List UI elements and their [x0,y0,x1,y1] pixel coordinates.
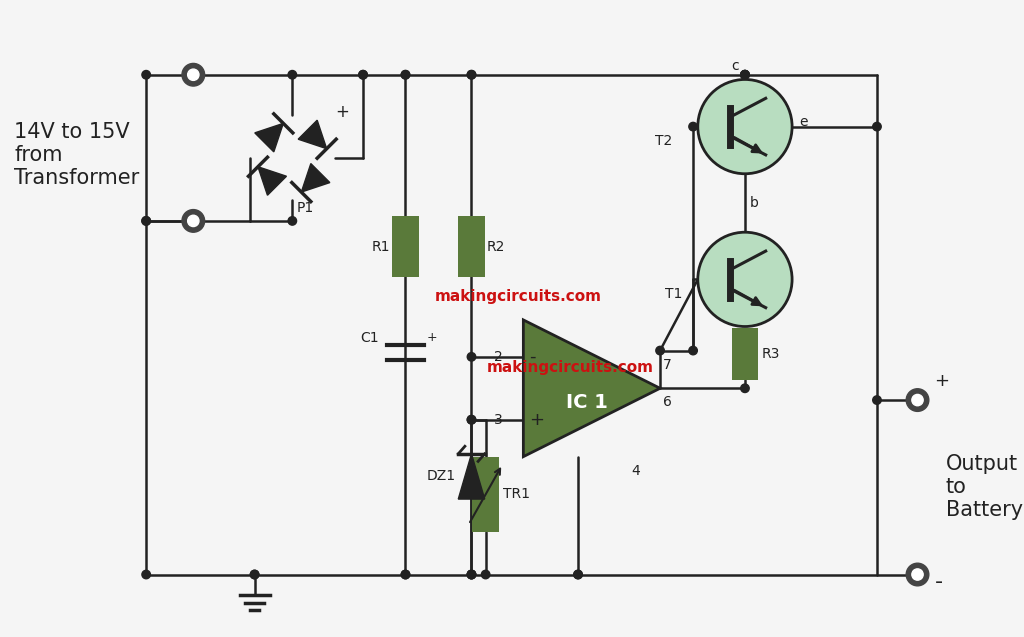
Circle shape [689,122,697,131]
Circle shape [401,71,410,79]
Text: 14V to 15V
from
Transformer: 14V to 15V from Transformer [14,122,139,188]
Circle shape [288,217,297,225]
Circle shape [481,570,489,579]
Polygon shape [301,164,330,192]
Circle shape [250,570,259,579]
Circle shape [872,396,882,404]
Circle shape [740,71,750,79]
Polygon shape [255,124,284,152]
Text: Output
to
Battery: Output to Battery [946,454,1023,520]
Circle shape [401,570,410,579]
Text: P1: P1 [297,201,314,215]
Polygon shape [523,320,660,457]
Circle shape [187,215,199,227]
Circle shape [467,570,476,579]
Bar [392,216,419,278]
Circle shape [182,64,205,86]
Circle shape [740,71,750,79]
Circle shape [467,570,476,579]
Text: c: c [732,59,739,73]
Text: e: e [800,115,808,129]
Text: IC 1: IC 1 [566,393,608,412]
Polygon shape [298,120,327,148]
Circle shape [573,570,583,579]
Circle shape [740,71,750,79]
Circle shape [740,71,750,79]
Text: R1: R1 [372,240,390,254]
Text: makingcircuits.com: makingcircuits.com [435,289,602,304]
Circle shape [182,210,205,233]
Text: +: + [529,411,544,429]
Circle shape [655,347,665,355]
Polygon shape [459,454,484,499]
Circle shape [401,570,410,579]
Circle shape [911,569,924,580]
Circle shape [358,71,368,79]
Text: 3: 3 [494,413,503,427]
Bar [459,216,484,278]
Circle shape [142,71,151,79]
Circle shape [467,71,476,79]
Text: R2: R2 [486,240,505,254]
Text: +: + [935,372,949,390]
Text: +: + [426,331,437,345]
Circle shape [689,347,697,355]
Circle shape [697,80,793,174]
Circle shape [467,570,476,579]
Text: 4: 4 [632,464,641,478]
Text: 7: 7 [663,358,672,372]
Text: DZ1: DZ1 [426,469,456,483]
Circle shape [697,233,793,327]
Text: makingcircuits.com: makingcircuits.com [487,359,654,375]
Text: -: - [935,572,943,592]
Circle shape [467,71,476,79]
Circle shape [467,415,476,424]
Bar [472,457,499,532]
Circle shape [906,389,929,412]
Text: C1: C1 [360,331,379,345]
Circle shape [573,570,583,579]
Text: +: + [335,103,348,122]
Bar [732,329,758,380]
Circle shape [906,563,929,586]
Circle shape [187,69,199,80]
Text: TR1: TR1 [503,487,529,501]
Text: R3: R3 [762,347,780,361]
Circle shape [740,384,750,392]
Circle shape [142,217,151,225]
Circle shape [467,353,476,361]
Circle shape [250,570,259,579]
Circle shape [288,71,297,79]
Circle shape [401,71,410,79]
Text: 6: 6 [663,396,672,410]
Circle shape [872,122,882,131]
Text: T1: T1 [665,287,682,301]
Text: T2: T2 [655,134,673,148]
Text: -: - [529,348,536,366]
Text: b: b [750,196,759,210]
Polygon shape [258,167,287,196]
Circle shape [142,217,151,225]
Circle shape [911,394,924,406]
Circle shape [358,71,368,79]
Circle shape [467,415,476,424]
Circle shape [142,570,151,579]
Text: 2: 2 [494,350,503,364]
